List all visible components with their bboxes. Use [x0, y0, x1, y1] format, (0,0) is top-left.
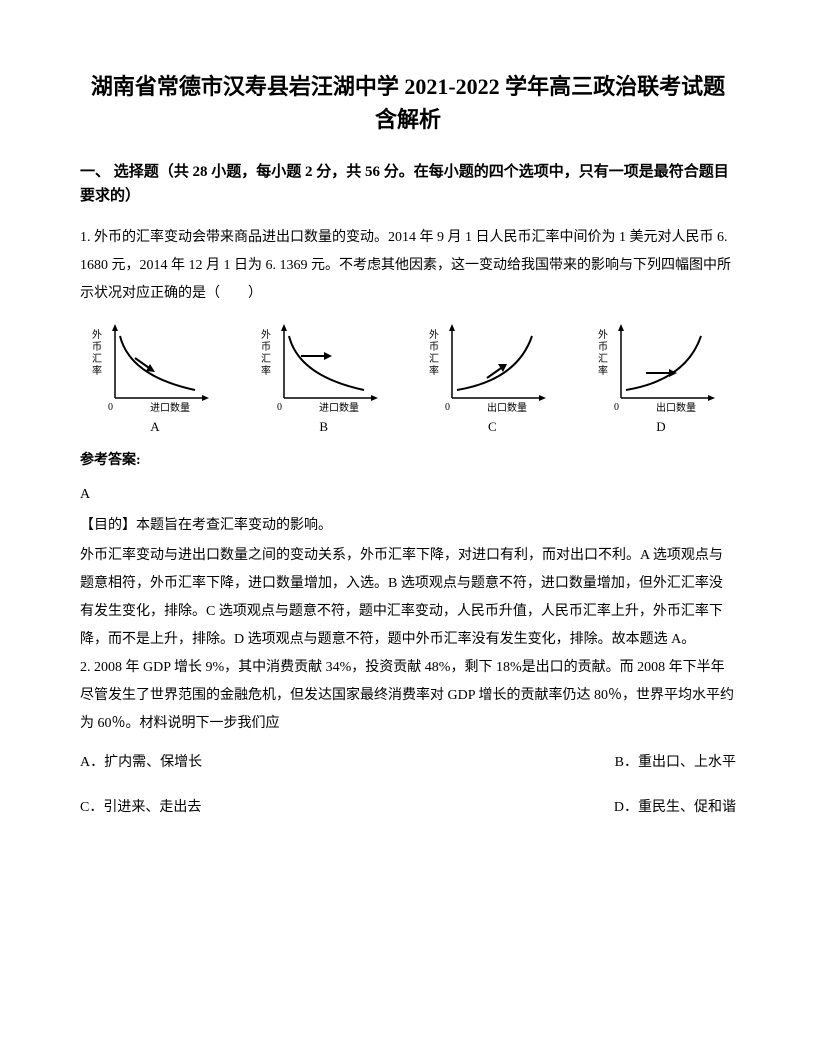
svg-text:汇: 汇	[429, 352, 439, 365]
svg-text:率: 率	[598, 364, 608, 377]
chart-c: 外 币 汇 率 0 出口数量 C	[427, 318, 557, 438]
svg-text:0: 0	[445, 402, 450, 413]
svg-text:0: 0	[277, 402, 282, 413]
section-header: 一、 选择题（共 28 小题，每小题 2 分，共 56 分。在每小题的四个选项中…	[80, 160, 736, 208]
chart-b-svg: 外 币 汇 率 0 进口数量	[259, 318, 389, 413]
svg-text:外: 外	[598, 329, 608, 341]
svg-text:外: 外	[261, 329, 271, 341]
q1-explanation-title: 【目的】本题旨在考查汇率变动的影响。	[80, 513, 736, 538]
chart-b-label: B	[319, 415, 328, 438]
svg-text:0: 0	[614, 402, 619, 413]
svg-text:币: 币	[598, 341, 608, 353]
q1-answer: A	[80, 482, 736, 507]
chart-a-svg: 外 币 汇 率 0 进口数量	[90, 318, 220, 413]
svg-text:进口数量: 进口数量	[150, 401, 190, 413]
svg-text:外: 外	[92, 329, 102, 341]
chart-b: 外 币 汇 率 0 进口数量 B	[259, 318, 389, 438]
chart-a-label: A	[150, 415, 159, 438]
charts-row: 外 币 汇 率 0 进口数量 A 外 币 汇 率	[80, 318, 736, 438]
svg-text:币: 币	[429, 341, 439, 353]
svg-text:出口数量: 出口数量	[656, 401, 696, 413]
q2-option-d: D．重民生、促和谐	[614, 795, 736, 826]
svg-text:进口数量: 进口数量	[319, 401, 359, 413]
svg-text:币: 币	[92, 341, 102, 353]
q2-option-c: C．引进来、走出去	[80, 795, 201, 820]
chart-c-label: C	[488, 415, 497, 438]
svg-text:汇: 汇	[261, 352, 271, 365]
chart-d-svg: 外 币 汇 率 0 出口数量	[596, 318, 726, 413]
svg-text:率: 率	[261, 364, 271, 377]
q2-option-a: A．扩内需、保增长	[80, 750, 202, 775]
q2-option-b: B．重出口、上水平	[615, 750, 736, 781]
q2-text: 2. 2008 年 GDP 增长 9%，其中消费贡献 34%，投资贡献 48%，…	[80, 654, 736, 738]
svg-text:出口数量: 出口数量	[487, 401, 527, 413]
svg-text:率: 率	[92, 364, 102, 377]
chart-c-svg: 外 币 汇 率 0 出口数量	[427, 318, 557, 413]
svg-text:0: 0	[108, 402, 113, 413]
chart-a: 外 币 汇 率 0 进口数量 A	[90, 318, 220, 438]
svg-text:率: 率	[429, 364, 439, 377]
svg-text:汇: 汇	[598, 352, 608, 365]
svg-text:汇: 汇	[92, 352, 102, 365]
page-title: 湖南省常德市汉寿县岩汪湖中学 2021-2022 学年高三政治联考试题含解析	[80, 70, 736, 136]
chart-d-label: D	[656, 415, 665, 438]
q1-text: 1. 外币的汇率变动会带来商品进出口数量的变动。2014 年 9 月 1 日人民…	[80, 224, 736, 308]
svg-text:币: 币	[261, 341, 271, 353]
q1-answer-label: 参考答案:	[80, 448, 736, 473]
q1-explanation: 外币汇率变动与进出口数量之间的变动关系，外币汇率下降，对进口有利，而对出口不利。…	[80, 542, 736, 654]
svg-text:外: 外	[429, 329, 439, 341]
chart-d: 外 币 汇 率 0 出口数量 D	[596, 318, 726, 438]
